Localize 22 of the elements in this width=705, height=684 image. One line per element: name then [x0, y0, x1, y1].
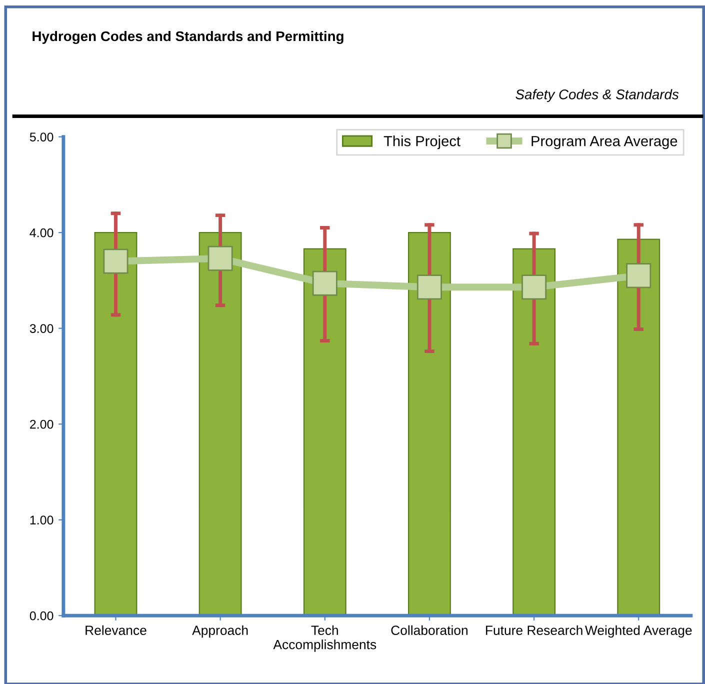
chart-subtitle: Safety Codes & Standards — [516, 89, 679, 102]
point — [626, 263, 652, 288]
y-tick-label: 5.00 — [30, 132, 54, 142]
y-tick-label: 1.00 — [30, 516, 54, 524]
chart-title: Hydrogen Codes and Standards and Permitting — [32, 30, 344, 44]
point — [103, 248, 128, 274]
y-tick-label: 0.00 — [30, 611, 54, 620]
point — [208, 246, 233, 271]
x-tick-label: Future Research — [486, 625, 582, 636]
x-tick-label: Tech Accomplishments — [273, 625, 376, 652]
y-tick-label: 4.00 — [30, 228, 54, 238]
point — [416, 274, 442, 300]
x-tick-label: Relevance — [86, 625, 146, 636]
y-tick-label: 3.00 — [30, 324, 54, 333]
legend-label: This Project — [384, 136, 460, 150]
legend-label: Program Area Average — [532, 136, 678, 150]
point — [312, 270, 338, 296]
y-tick-label: 2.00 — [30, 420, 54, 429]
point — [522, 274, 547, 300]
x-tick-label: Approach — [192, 625, 248, 638]
x-tick-label: Collaboration — [391, 625, 468, 636]
x-tick-label: Weighted Average — [584, 625, 692, 638]
